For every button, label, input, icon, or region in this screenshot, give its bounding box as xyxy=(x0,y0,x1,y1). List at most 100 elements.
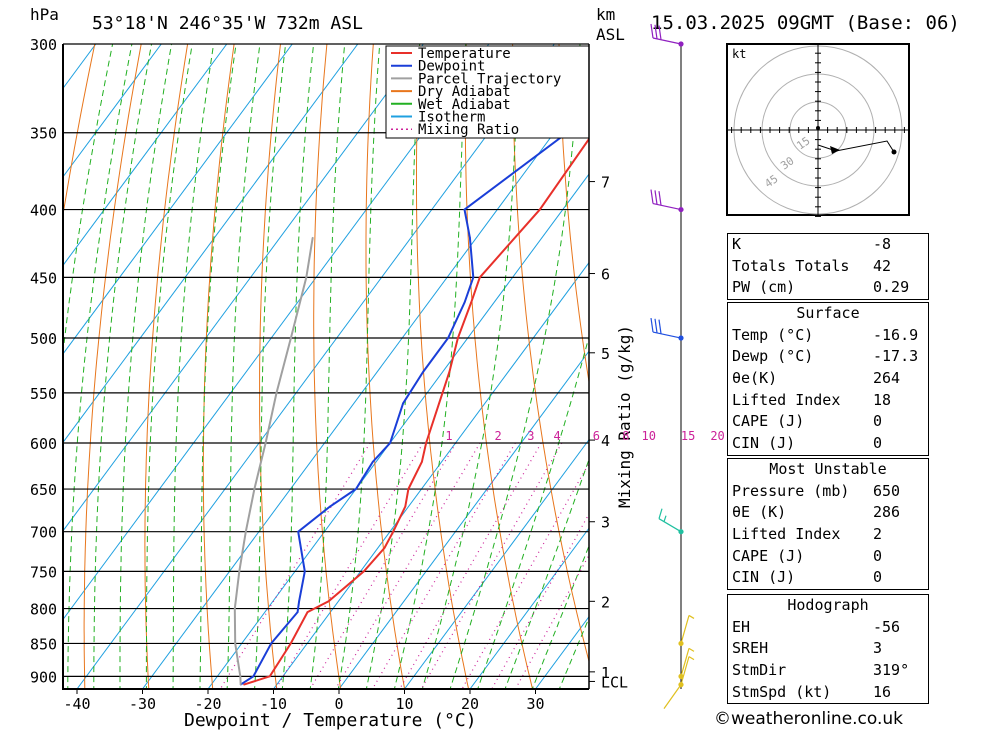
index-label: K xyxy=(732,235,742,253)
pressure-tick-label: 400 xyxy=(30,202,57,220)
legend-label: Dry Adiabat xyxy=(418,84,511,100)
hodograph-stat-label: StmSpd (kt) xyxy=(732,682,832,701)
x-tick-label: -40 xyxy=(63,695,90,713)
isotherm-line xyxy=(142,84,589,689)
isotherm-line xyxy=(469,527,589,689)
x-tick-label: 20 xyxy=(461,695,479,713)
series-point xyxy=(329,505,331,508)
wind-barb-column xyxy=(650,23,695,709)
pressure-tick-label: 800 xyxy=(30,601,57,619)
wind-barb xyxy=(678,647,695,679)
surface-value: 18 xyxy=(873,390,892,409)
indices-panel: K -8 Totals Totals 42 PW (cm) 0.29 xyxy=(727,233,929,301)
mixing-ratio-line xyxy=(334,442,481,689)
x-tick-label: -30 xyxy=(129,695,156,713)
x-tick-label: 30 xyxy=(526,695,544,713)
background-lines xyxy=(63,44,1000,689)
most-unstable-value: 650 xyxy=(873,481,901,500)
pressure-tick-label: 450 xyxy=(30,269,57,287)
mixing-ratio-label: 2 xyxy=(495,429,502,443)
most-unstable-row: θE (K) 286 xyxy=(728,502,928,524)
series-point xyxy=(421,461,423,463)
mixing-ratio-label: 3 xyxy=(527,429,534,443)
surface-value: 0 xyxy=(873,434,883,453)
surface-label: θe(K) xyxy=(732,369,778,388)
wet-adiabat-line xyxy=(199,44,237,689)
pressure-tick-label: 900 xyxy=(30,668,57,686)
series-point xyxy=(234,642,236,645)
wet-adiabat-line xyxy=(254,44,287,689)
surface-label: Temp (°C) xyxy=(732,325,814,344)
wind-barb xyxy=(650,23,684,47)
index-row: K -8 xyxy=(728,234,928,256)
wet-adiabat-line xyxy=(449,44,581,689)
mixing-ratio-line xyxy=(514,553,589,689)
series-point xyxy=(463,301,466,304)
series-point xyxy=(472,276,475,279)
isotherm-line xyxy=(76,44,555,689)
hodograph-stat-value: -56 xyxy=(873,617,901,636)
x-tick-label: -10 xyxy=(260,695,287,713)
x-axis-label: Dewpoint / Temperature (°C) xyxy=(184,710,477,731)
hodograph-stat-label: SREH xyxy=(732,639,769,658)
dry-adiabat-line xyxy=(930,44,1000,689)
surface-row: Dewp (°C) -17.3 xyxy=(728,346,928,368)
series-point xyxy=(252,675,255,678)
series-point xyxy=(298,600,300,603)
hodograph-stat-row: StmSpd (kt) 16 xyxy=(728,682,928,704)
dry-adiabat-line xyxy=(977,44,1000,689)
wet-adiabat-line xyxy=(421,44,520,689)
wind-barb xyxy=(658,508,684,535)
surface-label: CIN (J) xyxy=(732,434,796,453)
pressure-tick-label: 500 xyxy=(30,330,57,348)
series-point xyxy=(469,236,471,239)
wet-adiabat-line xyxy=(226,44,261,689)
series-point xyxy=(275,392,278,394)
surface-row: θe(K) 264 xyxy=(728,368,928,390)
wind-barb xyxy=(663,656,695,709)
wind-barb xyxy=(650,189,684,213)
pressure-tick-label: 750 xyxy=(30,563,57,581)
most-unstable-label: Pressure (mb) xyxy=(732,481,850,500)
series-point xyxy=(438,402,440,405)
surface-value: 264 xyxy=(873,369,901,388)
pressure-tick-label: 850 xyxy=(30,635,57,653)
wind-barb xyxy=(678,614,695,647)
hodograph-stat-label: StmDir xyxy=(732,661,787,680)
series-point xyxy=(425,442,427,444)
km-label: km xyxy=(596,5,615,24)
most-unstable-label: Lifted Index xyxy=(732,525,841,544)
wet-adiabat-line xyxy=(67,44,133,689)
series-point xyxy=(457,337,459,339)
km-tick-label: 7 xyxy=(601,174,610,192)
series-point xyxy=(362,570,365,573)
series-point xyxy=(422,370,425,373)
most-unstable-panel: Most Unstable Pressure (mb) 650 θE (K) 286 L… xyxy=(727,458,929,591)
isotherm-line xyxy=(273,261,589,689)
hodograph-stats-title: Hodograph xyxy=(787,596,869,614)
surface-label: CAPE (J) xyxy=(732,412,805,431)
mixing-ratio-label: 4 xyxy=(553,429,560,443)
mixing-ratio-line xyxy=(219,442,371,689)
mixing-ratio-label: 20 xyxy=(710,429,724,443)
hodograph-point xyxy=(816,126,820,130)
surface-row: Lifted Index 18 xyxy=(728,390,928,412)
hodograph-stat-label: EH xyxy=(732,617,751,636)
dry-adiabat-line xyxy=(202,44,235,689)
storm-motion-marker xyxy=(830,146,840,154)
dry-adiabat-line xyxy=(144,44,189,689)
series-point xyxy=(233,607,236,610)
series-point xyxy=(539,208,541,211)
most-unstable-value: 286 xyxy=(873,503,901,522)
asl-label: ASL xyxy=(596,25,625,44)
x-tick-label: 0 xyxy=(334,695,343,713)
mixing-ratio-line xyxy=(491,512,589,689)
series-point xyxy=(593,132,595,134)
series-point xyxy=(311,236,314,239)
km-tick-label: 4 xyxy=(601,432,610,450)
series-point xyxy=(296,611,299,613)
pressure-tick-label: 650 xyxy=(30,481,57,499)
series-point xyxy=(635,43,637,45)
series-point xyxy=(448,370,451,373)
